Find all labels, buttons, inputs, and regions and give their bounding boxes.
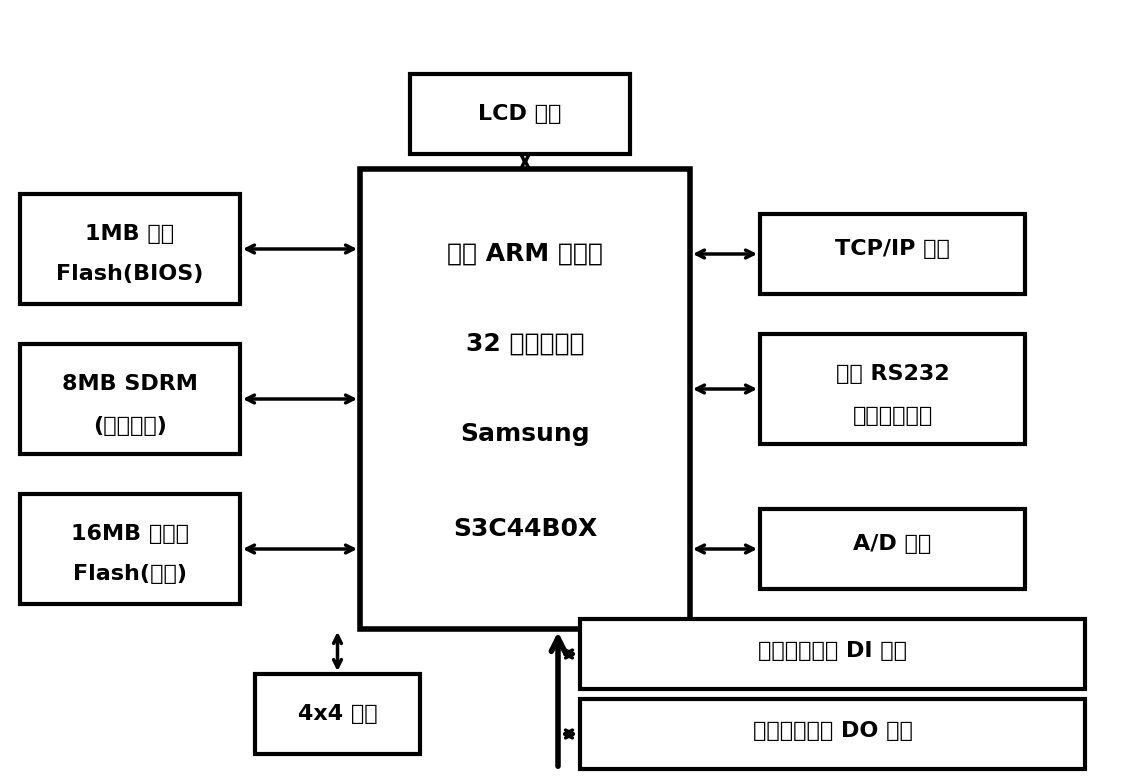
Text: 16MB 非线性: 16MB 非线性 — [71, 524, 190, 544]
Text: 控制信号输出 DO 接口: 控制信号输出 DO 接口 — [752, 721, 913, 741]
Bar — [360, 169, 690, 629]
Text: 状态信号输入 DI 接口: 状态信号输入 DI 接口 — [758, 641, 907, 661]
Text: 32 位微处理器: 32 位微处理器 — [466, 332, 584, 356]
Bar — [760, 334, 1025, 444]
Bar — [760, 214, 1025, 294]
Bar — [580, 699, 1085, 769]
Text: A/D 接口: A/D 接口 — [854, 534, 932, 554]
Text: 基于 ARM 架构的: 基于 ARM 架构的 — [447, 242, 603, 266]
Bar — [760, 509, 1025, 589]
Text: 4x4 键盘: 4x4 键盘 — [298, 704, 377, 724]
Text: 串行通信接口: 串行通信接口 — [853, 406, 933, 426]
Text: 1MB 线性: 1MB 线性 — [86, 224, 175, 244]
Text: Flash(BIOS): Flash(BIOS) — [56, 264, 204, 284]
Text: 两个 RS232: 两个 RS232 — [836, 364, 950, 384]
Bar — [255, 674, 420, 754]
Bar — [20, 494, 240, 604]
Text: 8MB SDRM: 8MB SDRM — [62, 374, 197, 394]
Text: Flash(硬盘): Flash(硬盘) — [73, 564, 187, 584]
Text: Samsung: Samsung — [460, 422, 590, 446]
Bar — [409, 74, 631, 154]
Text: LCD 显示: LCD 显示 — [478, 104, 562, 124]
Text: TCP/IP 协议: TCP/IP 协议 — [835, 239, 950, 259]
Text: S3C44B0X: S3C44B0X — [452, 517, 597, 541]
Bar — [20, 194, 240, 304]
Bar — [580, 619, 1085, 689]
Bar — [20, 344, 240, 454]
Text: (系统内存): (系统内存) — [94, 416, 167, 436]
